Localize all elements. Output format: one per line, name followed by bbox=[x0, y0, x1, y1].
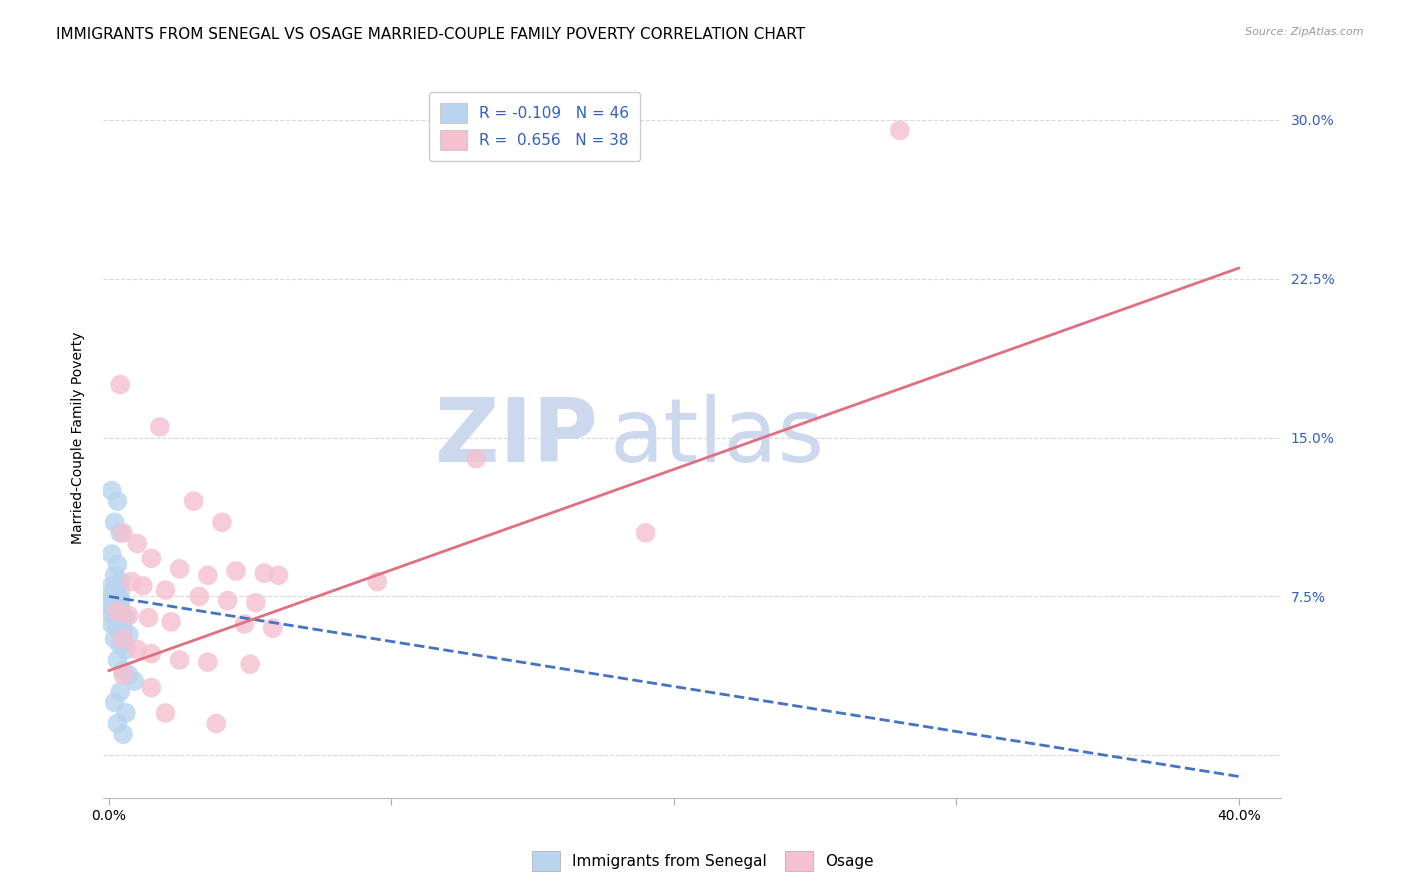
Point bbox=[110, 638, 132, 652]
Point bbox=[104, 516, 127, 530]
Point bbox=[138, 610, 160, 624]
Point bbox=[169, 562, 191, 576]
Point bbox=[118, 608, 141, 623]
Point bbox=[100, 617, 122, 632]
Point bbox=[141, 551, 163, 566]
Point bbox=[149, 420, 172, 434]
Point bbox=[112, 668, 135, 682]
Point bbox=[115, 610, 138, 624]
Point bbox=[155, 706, 177, 720]
Point bbox=[100, 607, 122, 621]
Point bbox=[124, 674, 146, 689]
Point bbox=[107, 716, 129, 731]
Point bbox=[233, 617, 256, 632]
Point bbox=[112, 727, 135, 741]
Point bbox=[112, 632, 135, 646]
Point bbox=[110, 377, 132, 392]
Text: IMMIGRANTS FROM SENEGAL VS OSAGE MARRIED-COUPLE FAMILY POVERTY CORRELATION CHART: IMMIGRANTS FROM SENEGAL VS OSAGE MARRIED… bbox=[56, 27, 806, 42]
Point bbox=[121, 574, 143, 589]
Point bbox=[197, 568, 219, 582]
Point bbox=[110, 598, 132, 612]
Point bbox=[245, 596, 267, 610]
Point bbox=[107, 596, 129, 610]
Point bbox=[104, 695, 127, 709]
Point bbox=[217, 593, 239, 607]
Point bbox=[110, 593, 132, 607]
Point bbox=[107, 604, 129, 618]
Point bbox=[112, 525, 135, 540]
Point bbox=[141, 647, 163, 661]
Text: Source: ZipAtlas.com: Source: ZipAtlas.com bbox=[1246, 27, 1364, 37]
Point bbox=[107, 600, 129, 615]
Point bbox=[183, 494, 205, 508]
Text: ZIP: ZIP bbox=[436, 394, 598, 481]
Point bbox=[110, 585, 132, 599]
Point bbox=[634, 525, 657, 540]
Point bbox=[197, 655, 219, 669]
Text: atlas: atlas bbox=[610, 394, 825, 481]
Point bbox=[104, 632, 127, 646]
Point bbox=[262, 621, 284, 635]
Point bbox=[127, 642, 149, 657]
Point bbox=[104, 602, 127, 616]
Y-axis label: Married-Couple Family Poverty: Married-Couple Family Poverty bbox=[72, 331, 86, 544]
Point bbox=[110, 525, 132, 540]
Point bbox=[267, 568, 290, 582]
Point bbox=[104, 568, 127, 582]
Point bbox=[110, 574, 132, 589]
Point bbox=[100, 579, 122, 593]
Point bbox=[104, 591, 127, 606]
Point bbox=[155, 583, 177, 598]
Point bbox=[104, 583, 127, 598]
Point bbox=[100, 547, 122, 561]
Point bbox=[110, 685, 132, 699]
Point bbox=[141, 681, 163, 695]
Point bbox=[107, 558, 129, 572]
Point bbox=[104, 596, 127, 610]
Point bbox=[100, 593, 122, 607]
Point bbox=[115, 642, 138, 657]
Point bbox=[127, 536, 149, 550]
Point bbox=[104, 613, 127, 627]
Point bbox=[110, 604, 132, 618]
Point bbox=[115, 706, 138, 720]
Point bbox=[118, 668, 141, 682]
Point bbox=[112, 664, 135, 678]
Point bbox=[107, 653, 129, 667]
Point bbox=[889, 123, 911, 137]
Point bbox=[169, 653, 191, 667]
Point bbox=[239, 657, 262, 672]
Point bbox=[107, 579, 129, 593]
Legend: Immigrants from Senegal, Osage: Immigrants from Senegal, Osage bbox=[523, 842, 883, 880]
Point bbox=[465, 451, 488, 466]
Legend: R = -0.109   N = 46, R =  0.656   N = 38: R = -0.109 N = 46, R = 0.656 N = 38 bbox=[429, 92, 640, 161]
Point bbox=[118, 627, 141, 641]
Point bbox=[100, 590, 122, 604]
Point bbox=[110, 615, 132, 629]
Point bbox=[112, 608, 135, 623]
Point bbox=[205, 716, 228, 731]
Point bbox=[160, 615, 183, 629]
Point bbox=[100, 483, 122, 498]
Point bbox=[107, 590, 129, 604]
Point bbox=[107, 621, 129, 635]
Point bbox=[225, 564, 247, 578]
Point bbox=[188, 590, 211, 604]
Point bbox=[366, 574, 388, 589]
Point bbox=[112, 624, 135, 638]
Point bbox=[100, 600, 122, 615]
Point bbox=[253, 566, 276, 581]
Point bbox=[107, 494, 129, 508]
Point bbox=[132, 579, 155, 593]
Point bbox=[107, 607, 129, 621]
Point bbox=[211, 516, 233, 530]
